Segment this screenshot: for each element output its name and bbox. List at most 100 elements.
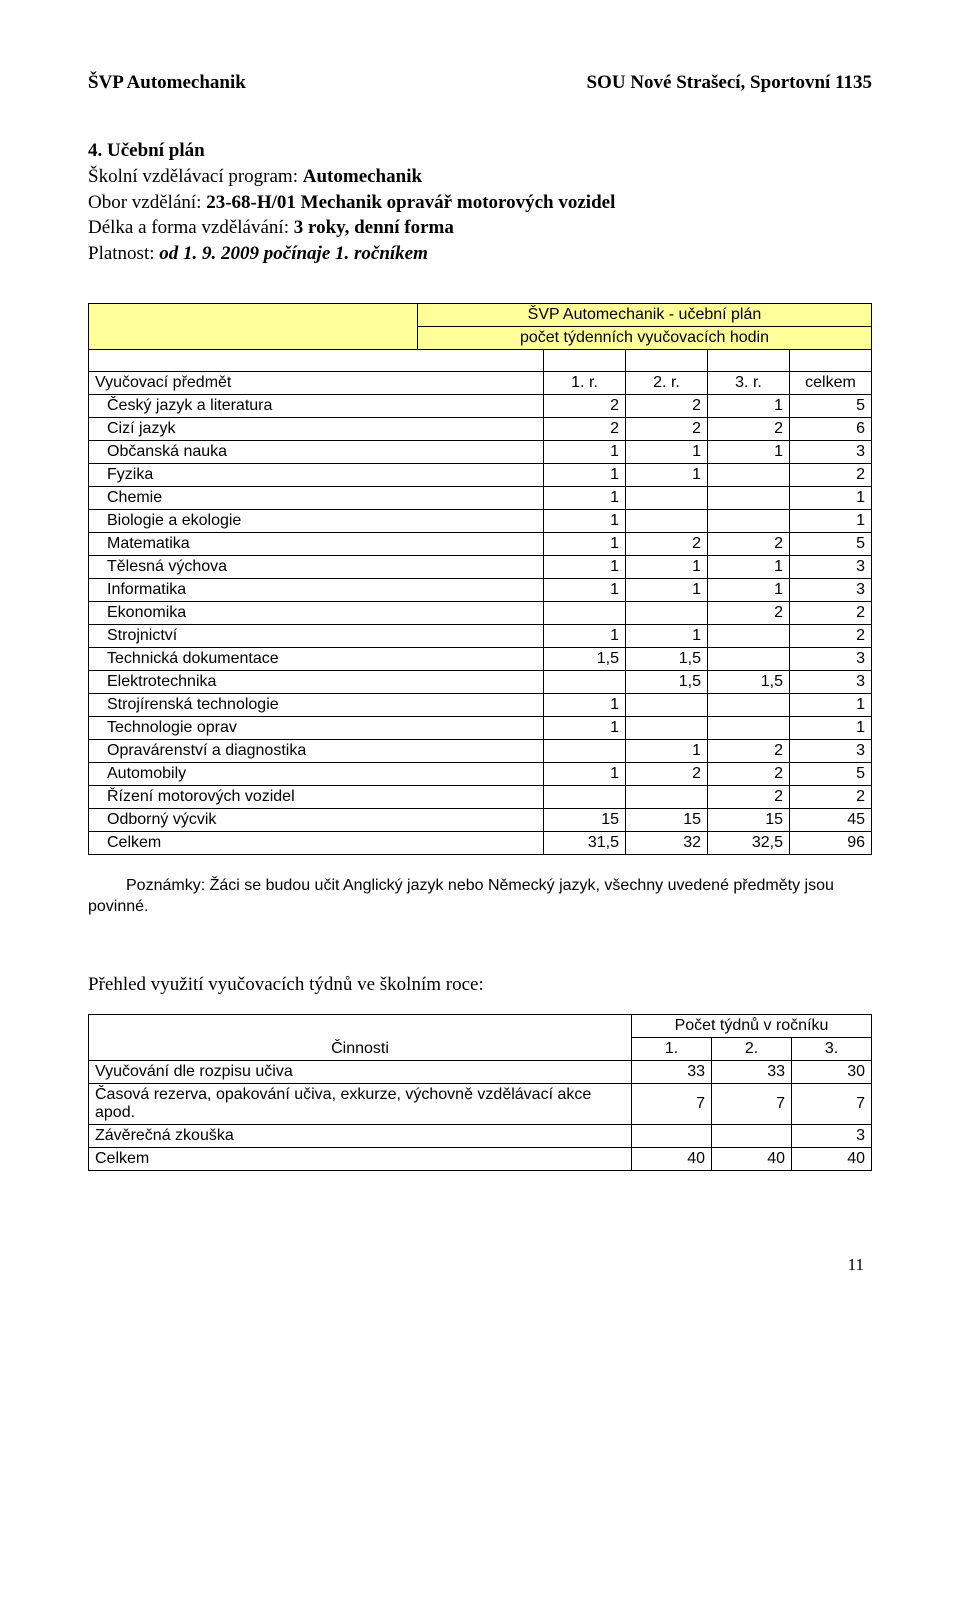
value-cell: 2	[790, 601, 872, 624]
value-cell	[626, 716, 708, 739]
table-row: Chemie11	[89, 486, 872, 509]
value-cell: 31,5	[544, 831, 626, 854]
value-cell	[708, 647, 790, 670]
value-cell: 2	[626, 394, 708, 417]
value-cell: 5	[790, 762, 872, 785]
plan-title-cell: ŠVP Automechanik - učební plán počet týd…	[89, 303, 872, 349]
subject-cell: Technologie oprav	[89, 716, 544, 739]
value-cell: 2	[708, 601, 790, 624]
subject-cell: Řízení motorových vozidel	[89, 785, 544, 808]
value-cell: 7	[632, 1083, 712, 1124]
table-row: Biologie a ekologie11	[89, 509, 872, 532]
value-cell	[708, 463, 790, 486]
plan-header-c2: 2. r.	[626, 371, 708, 394]
value-cell: 3	[790, 578, 872, 601]
value-cell: 3	[790, 739, 872, 762]
meta-block: 4. Učební plán Školní vzdělávací program…	[88, 140, 872, 267]
value-cell: 15	[708, 808, 790, 831]
weeks-header-row: Činnosti 1. 2. 3.	[89, 1037, 872, 1060]
value-cell: 1	[626, 578, 708, 601]
page-number: 11	[88, 1255, 872, 1275]
table-row: Celkem404040	[89, 1147, 872, 1170]
table-row: Elektrotechnika1,51,53	[89, 670, 872, 693]
plan-header-subject: Vyučovací předmět	[89, 371, 544, 394]
plan-table: ŠVP Automechanik - učební plán počet týd…	[88, 303, 872, 855]
table-row: Odborný výcvik15151545	[89, 808, 872, 831]
header-left: ŠVP Automechanik	[88, 72, 246, 94]
value-cell: 1	[708, 578, 790, 601]
value-cell	[708, 509, 790, 532]
value-cell: 1	[626, 739, 708, 762]
value-cell: 1,5	[708, 670, 790, 693]
value-cell: 40	[792, 1147, 872, 1170]
meta-line-platnost: Platnost: od 1. 9. 2009 počínaje 1. ročn…	[88, 241, 872, 267]
section-heading: 4. Učební plán	[88, 140, 872, 162]
value-cell: 40	[712, 1147, 792, 1170]
activity-cell: Závěrečná zkouška	[89, 1124, 632, 1147]
subject-cell: Chemie	[89, 486, 544, 509]
subject-cell: Český jazyk a literatura	[89, 394, 544, 417]
value-cell	[626, 785, 708, 808]
value-cell: 15	[626, 808, 708, 831]
table-row: Závěrečná zkouška 3	[89, 1124, 872, 1147]
value-cell: 5	[790, 394, 872, 417]
table-row: Automobily1225	[89, 762, 872, 785]
value-cell	[712, 1124, 792, 1147]
subject-cell: Tělesná výchova	[89, 555, 544, 578]
value-cell: 5	[790, 532, 872, 555]
value-cell: 1	[626, 440, 708, 463]
value-cell: 1	[708, 555, 790, 578]
value-cell: 2	[708, 785, 790, 808]
table-row: Cizí jazyk2226	[89, 417, 872, 440]
activity-cell: Vyučování dle rozpisu učiva	[89, 1060, 632, 1083]
value-cell: 3	[790, 647, 872, 670]
value-cell: 2	[790, 624, 872, 647]
subject-cell: Cizí jazyk	[89, 417, 544, 440]
value-cell: 1	[544, 624, 626, 647]
value-cell: 1,5	[626, 670, 708, 693]
meta-line-obor: Obor vzdělání: 23-68-H/01 Mechanik oprav…	[88, 190, 872, 216]
table-row: Celkem31,53232,596	[89, 831, 872, 854]
value-cell: 1	[544, 578, 626, 601]
value-cell: 1,5	[544, 647, 626, 670]
table-row: Fyzika112	[89, 463, 872, 486]
value-cell: 1,5	[626, 647, 708, 670]
weeks-header-top-row: Počet týdnů v ročníku	[89, 1014, 872, 1037]
value-cell: 1	[544, 693, 626, 716]
value-cell: 96	[790, 831, 872, 854]
meta-value: od 1. 9. 2009 počínaje 1. ročníkem	[159, 243, 428, 264]
note-text: Poznámky: Žáci se budou učit Anglický ja…	[88, 877, 834, 916]
value-cell: 6	[790, 417, 872, 440]
value-cell: 3	[790, 670, 872, 693]
value-cell: 40	[632, 1147, 712, 1170]
value-cell: 1	[544, 532, 626, 555]
weeks-table: Počet týdnů v ročníku Činnosti 1. 2. 3. …	[88, 1014, 872, 1171]
subject-cell: Biologie a ekologie	[89, 509, 544, 532]
value-cell: 1	[626, 463, 708, 486]
value-cell	[544, 601, 626, 624]
plan-blank-row	[89, 349, 872, 371]
value-cell: 3	[792, 1124, 872, 1147]
note-block: Poznámky: Žáci se budou učit Anglický ja…	[88, 875, 872, 918]
subject-cell: Ekonomika	[89, 601, 544, 624]
value-cell: 1	[790, 716, 872, 739]
table-row: Opravárenství a diagnostika123	[89, 739, 872, 762]
value-cell: 33	[632, 1060, 712, 1083]
weeks-heading: Přehled využití vyučovacích týdnů ve ško…	[88, 974, 872, 996]
value-cell: 2	[708, 762, 790, 785]
value-cell: 45	[790, 808, 872, 831]
plan-header-c3: 3. r.	[708, 371, 790, 394]
value-cell: 2	[708, 417, 790, 440]
subject-cell: Odborný výcvik	[89, 808, 544, 831]
meta-prefix: Platnost:	[88, 243, 159, 264]
value-cell: 2	[544, 394, 626, 417]
meta-line-program: Školní vzdělávací program: Automechanik	[88, 164, 872, 190]
plan-header-row: Vyučovací předmět 1. r. 2. r. 3. r. celk…	[89, 371, 872, 394]
subject-cell: Elektrotechnika	[89, 670, 544, 693]
table-row: Vyučování dle rozpisu učiva333330	[89, 1060, 872, 1083]
subject-cell: Automobily	[89, 762, 544, 785]
value-cell: 15	[544, 808, 626, 831]
value-cell: 1	[544, 716, 626, 739]
value-cell: 33	[712, 1060, 792, 1083]
value-cell: 1	[544, 509, 626, 532]
